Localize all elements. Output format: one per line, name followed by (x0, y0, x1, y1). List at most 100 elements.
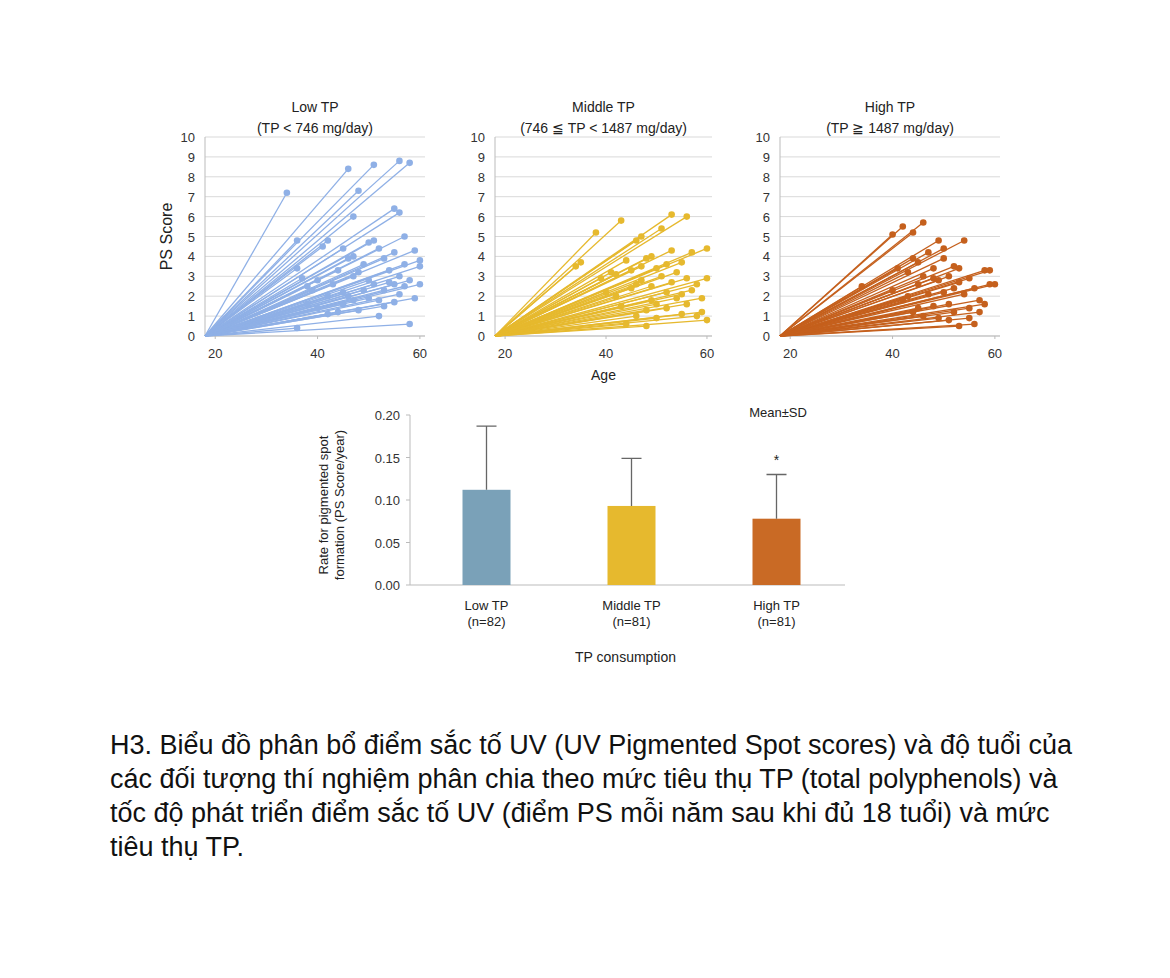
point (350, 253, 357, 260)
point (925, 291, 932, 298)
point (603, 289, 610, 296)
y-tick-label: 8 (763, 170, 770, 185)
point (350, 213, 357, 220)
point (294, 237, 301, 244)
point (899, 223, 906, 230)
point (925, 249, 932, 256)
subject-line (205, 163, 410, 336)
point (992, 281, 999, 288)
point (699, 309, 706, 316)
point (396, 291, 403, 298)
point (683, 213, 690, 220)
point (946, 273, 953, 280)
point (299, 275, 306, 282)
caption: H3. Biểu đồ phân bổ điểm sắc tố UV (UV P… (110, 728, 1075, 864)
point (966, 275, 973, 282)
subject-line (205, 252, 394, 336)
subject-line (495, 304, 656, 336)
point (648, 253, 655, 260)
subject-line (495, 278, 707, 336)
x-tick-label-line: (n=81) (613, 614, 651, 629)
point (668, 247, 675, 254)
y-tick-label: 0 (478, 329, 485, 344)
point (971, 285, 978, 292)
subject-line (205, 298, 369, 336)
y-tick-label: 2 (188, 289, 195, 304)
figure: Low TP(TP < 746 mg/day)01234567891020406… (0, 0, 1170, 978)
point (694, 281, 701, 288)
point (971, 321, 978, 328)
y-axis-label-line: formation (PS Score/year) (332, 430, 347, 580)
y-axis (410, 415, 411, 585)
subject-line (205, 304, 343, 336)
y-tick-label: 1 (188, 309, 195, 324)
point (915, 305, 922, 312)
point (905, 269, 912, 276)
point (340, 301, 347, 308)
error-bar (767, 475, 787, 519)
x-axis (495, 336, 712, 337)
point (304, 301, 311, 308)
point (324, 311, 331, 318)
point (613, 293, 620, 300)
point (930, 265, 937, 272)
point (930, 275, 937, 282)
point (623, 321, 630, 328)
y-tick-label: 6 (763, 210, 770, 225)
y-tick (406, 500, 410, 501)
grid-line (205, 336, 425, 337)
point (946, 317, 953, 324)
point (401, 283, 408, 290)
grid-line (495, 336, 712, 337)
point (411, 247, 418, 254)
subject-line (780, 270, 985, 336)
point (920, 219, 927, 226)
point (411, 295, 418, 302)
point (683, 301, 690, 308)
subject-line (495, 298, 702, 336)
point (391, 281, 398, 288)
y-tick-label: 9 (188, 150, 195, 165)
point (683, 275, 690, 282)
point (956, 279, 963, 286)
subject-line (205, 250, 415, 336)
point (330, 281, 337, 288)
x-tick-label: 60 (700, 346, 714, 361)
point (940, 245, 947, 252)
x-tick-label-line: Low TP (465, 598, 509, 613)
x-tick-label: Low TP(n=82) (465, 598, 509, 629)
point (940, 289, 947, 296)
point (350, 297, 357, 304)
point (365, 295, 372, 302)
point (678, 291, 685, 298)
y-axis (205, 137, 206, 336)
y-tick-label: 0.05 (375, 536, 400, 551)
y-tick-label: 7 (478, 190, 485, 205)
subject-line (495, 320, 707, 336)
subject-line (780, 304, 985, 336)
x-tick-label: 60 (413, 346, 427, 361)
point (391, 249, 398, 256)
point (577, 259, 584, 266)
y-tick (406, 585, 410, 586)
x-tick-label: 40 (310, 346, 324, 361)
point (653, 265, 660, 272)
grid-line (780, 336, 1000, 337)
point (633, 313, 640, 320)
subject-line (205, 217, 353, 336)
subject-line (495, 298, 677, 336)
point (294, 265, 301, 272)
point (314, 277, 321, 284)
subject-line (780, 308, 918, 336)
point (613, 271, 620, 278)
point (294, 325, 301, 332)
point (417, 257, 424, 264)
point (678, 259, 685, 266)
subject-line (205, 209, 394, 336)
point (643, 307, 650, 314)
point (340, 245, 347, 252)
grid-line (780, 156, 1000, 157)
x-tick-label: 40 (599, 346, 613, 361)
point (598, 275, 605, 282)
y-axis (495, 137, 496, 336)
